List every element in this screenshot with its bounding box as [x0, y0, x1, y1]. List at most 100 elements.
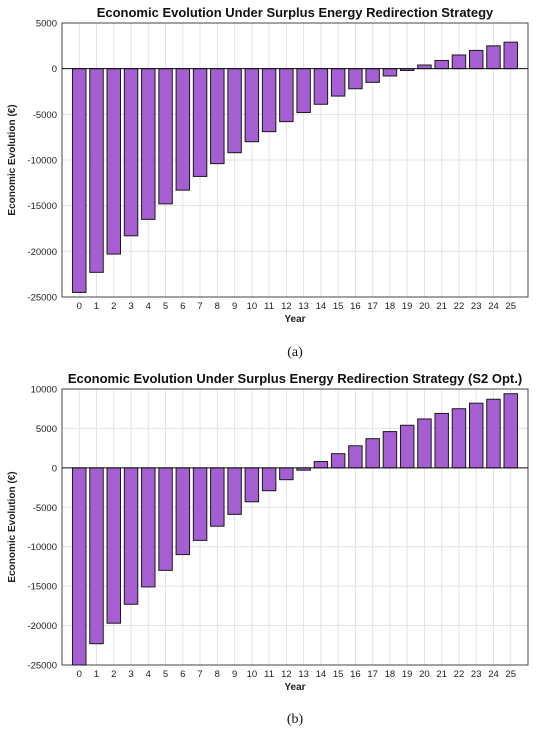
- bar-year-16: [348, 68, 363, 90]
- x-tick-label: 0: [77, 669, 82, 680]
- x-tick-label: 22: [454, 669, 465, 680]
- x-tick-label: 8: [215, 301, 220, 312]
- bar-year-2: [106, 467, 122, 624]
- bar-year-14: [313, 68, 329, 105]
- x-tick-label: 23: [471, 669, 482, 680]
- x-tick-label: 9: [232, 669, 237, 680]
- x-tick-label: 3: [128, 669, 133, 680]
- bar-year-21: [434, 412, 449, 469]
- y-tick-label: 5000: [36, 19, 57, 30]
- bar-year-12: [279, 467, 294, 481]
- y-tick-label: -5000: [33, 503, 57, 514]
- bar-year-20: [417, 418, 432, 469]
- bar-year-7: [192, 467, 208, 541]
- x-tick-label: 15: [333, 301, 344, 312]
- bar-year-23: [468, 402, 484, 469]
- x-tick-label: 1: [94, 301, 99, 312]
- bar-year-24: [486, 398, 501, 469]
- bar-year-6: [175, 467, 191, 556]
- x-tick-label: 17: [367, 669, 378, 680]
- bar-year-4: [141, 68, 156, 220]
- x-tick-label: 4: [146, 301, 151, 312]
- x-tick-label: 20: [419, 669, 430, 680]
- y-tick-label: -20000: [27, 247, 57, 258]
- x-tick-label: 13: [298, 301, 309, 312]
- plot-frame: [61, 388, 529, 666]
- y-tick-label: -10000: [27, 542, 57, 553]
- bar-year-13: [296, 68, 311, 114]
- chart-title: Economic Evolution Under Surplus Energy …: [68, 371, 522, 386]
- x-tick-label: 8: [215, 669, 220, 680]
- x-tick-label: 0: [77, 301, 82, 312]
- x-tick-label: 4: [146, 669, 151, 680]
- x-tick-label: 18: [385, 301, 396, 312]
- x-tick-label: 15: [333, 669, 344, 680]
- x-tick-label: 14: [316, 301, 327, 312]
- bar-year-2: [106, 68, 122, 255]
- bar-year-3: [123, 68, 139, 237]
- bar-year-18: [382, 431, 398, 469]
- x-tick-label: 21: [436, 669, 447, 680]
- plot-frame: [61, 22, 529, 298]
- panel-label: (b): [287, 712, 304, 727]
- bar-year-0: [72, 467, 87, 666]
- x-tick-label: 24: [488, 301, 499, 312]
- x-tick-label: 21: [436, 301, 447, 312]
- x-tick-label: 19: [402, 301, 413, 312]
- chart-a: Economic Evolution Under Surplus Energy …: [7, 5, 529, 360]
- bar-year-25: [503, 393, 518, 469]
- bar-year-15: [330, 453, 346, 469]
- bar-year-9: [227, 467, 242, 515]
- bar-year-4: [141, 467, 156, 588]
- chart-b: Economic Evolution Under Surplus Energy …: [7, 371, 529, 727]
- bar-year-16: [348, 445, 363, 469]
- x-tick-label: 2: [111, 301, 116, 312]
- x-tick-label: 5: [163, 669, 168, 680]
- x-tick-label: 25: [505, 301, 516, 312]
- bar-year-12: [279, 68, 294, 123]
- x-tick-label: 6: [180, 669, 185, 680]
- bar-year-23: [468, 49, 484, 70]
- bar-year-1: [89, 68, 104, 273]
- bar-year-10: [244, 467, 260, 503]
- x-tick-label: 14: [316, 669, 327, 680]
- bar-year-7: [192, 68, 208, 177]
- x-tick-label: 6: [180, 301, 185, 312]
- bar-year-21: [434, 59, 449, 70]
- bar-year-15: [330, 68, 346, 97]
- bar-year-14: [313, 461, 329, 469]
- bar-year-1: [89, 467, 104, 645]
- bar-year-5: [158, 467, 173, 571]
- bar-year-18: [382, 68, 398, 77]
- x-tick-label: 13: [298, 669, 309, 680]
- bar-year-24: [486, 45, 501, 70]
- x-tick-label: 1: [94, 669, 99, 680]
- bar-year-11: [261, 68, 277, 133]
- x-tick-label: 10: [247, 301, 258, 312]
- x-tick-label: 16: [350, 669, 361, 680]
- x-tick-label: 24: [488, 669, 499, 680]
- x-axis-label: Year: [284, 682, 305, 693]
- y-axis-label: Economic Evolution (€): [7, 471, 18, 582]
- y-tick-label: -20000: [27, 621, 57, 632]
- x-tick-label: 12: [281, 669, 292, 680]
- x-tick-label: 17: [367, 301, 378, 312]
- y-tick-label: -15000: [27, 201, 57, 212]
- x-tick-label: 11: [264, 301, 274, 312]
- bar-year-3: [123, 467, 139, 605]
- bar-year-11: [261, 467, 277, 492]
- bar-year-20: [417, 64, 432, 70]
- bar-year-17: [365, 68, 380, 83]
- x-axis-label: Year: [284, 314, 305, 325]
- x-tick-label: 19: [402, 669, 413, 680]
- x-tick-label: 20: [419, 301, 430, 312]
- y-tick-label: -10000: [27, 156, 57, 167]
- x-tick-label: 5: [163, 301, 168, 312]
- chart-title: Economic Evolution Under Surplus Energy …: [97, 5, 494, 20]
- x-tick-label: 18: [385, 669, 396, 680]
- x-tick-label: 11: [264, 669, 274, 680]
- x-tick-label: 7: [197, 669, 202, 680]
- y-tick-label: 0: [52, 64, 57, 75]
- x-tick-label: 10: [247, 669, 258, 680]
- y-tick-label: -25000: [27, 293, 57, 304]
